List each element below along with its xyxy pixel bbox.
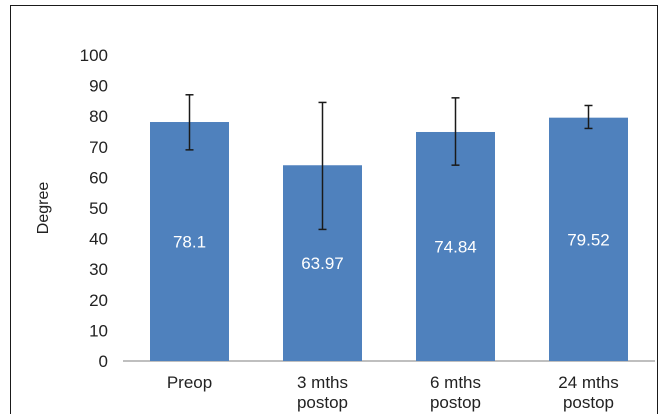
x-tick-label-line: postop [297, 393, 348, 412]
data-label: 79.52 [567, 230, 610, 249]
data-label: 74.84 [434, 237, 477, 256]
y-tick-label: 90 [89, 77, 108, 96]
x-tick-label: Preop [167, 373, 212, 392]
y-axis-title: Degree [35, 182, 52, 235]
bars [150, 117, 628, 362]
y-tick-label: 10 [89, 321, 108, 340]
x-tick-label-line: 24 mths [558, 373, 618, 392]
bar [549, 117, 628, 362]
y-tick-label: 60 [89, 168, 108, 187]
x-tick-label: 6 mths postop [430, 373, 481, 412]
x-tick-label-line: 3 mths [297, 373, 348, 392]
data-label: 63.97 [301, 254, 344, 273]
x-tick-label-line: Preop [167, 373, 212, 392]
error-bars [185, 94, 593, 231]
x-tick-label: 24 mths postop [558, 373, 618, 412]
y-tick-label: 40 [89, 230, 108, 249]
x-tick-label: 3 mths postop [297, 373, 348, 412]
data-label: 78.1 [173, 233, 206, 252]
y-tick-label: 50 [89, 199, 108, 218]
y-tick-label: 100 [80, 46, 108, 65]
bar [150, 122, 229, 361]
y-tick-label: 70 [89, 138, 108, 157]
y-tick-label: 30 [89, 260, 108, 279]
y-tick-label: 20 [89, 291, 108, 310]
bar [416, 131, 495, 361]
y-tick-label: 0 [99, 352, 108, 371]
y-tick-label: 80 [89, 107, 108, 126]
x-tick-label-line: postop [563, 393, 614, 412]
x-tick-label-line: 6 mths [430, 373, 481, 392]
x-tick-label-line: postop [430, 393, 481, 412]
